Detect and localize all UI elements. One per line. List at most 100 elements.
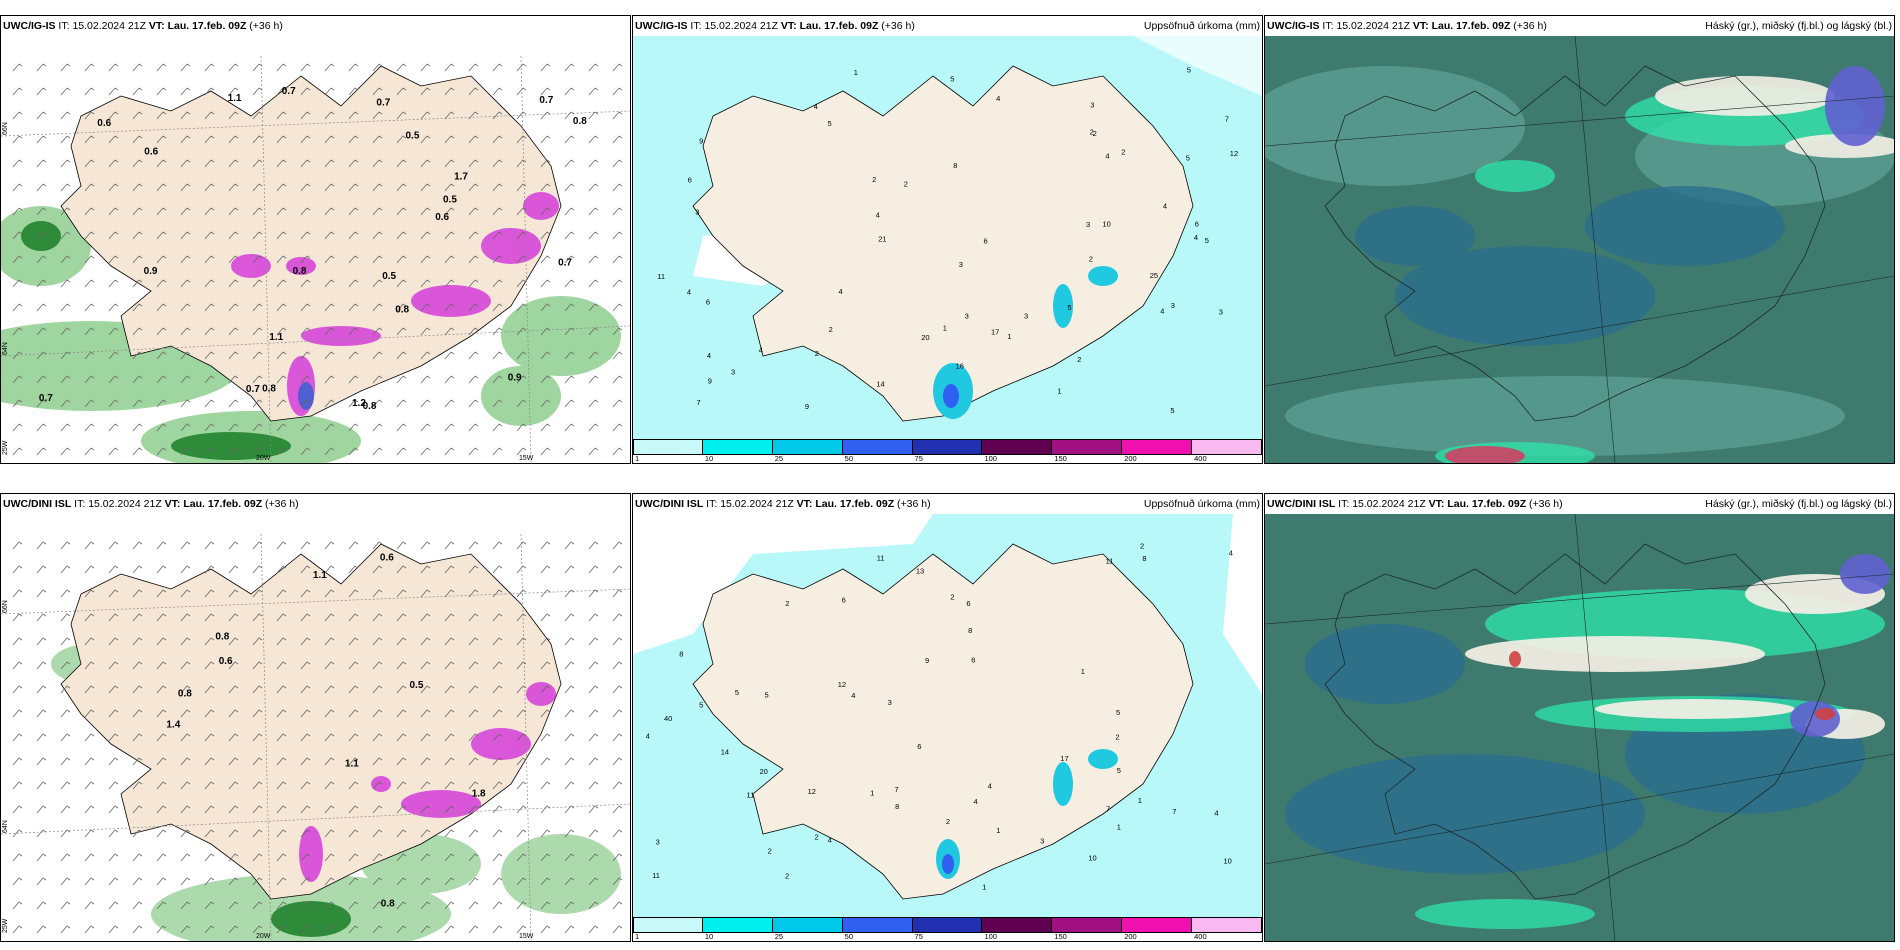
wind-barb bbox=[204, 375, 215, 384]
wind-barb bbox=[564, 111, 575, 120]
colorbar-tick-label: 100 bbox=[984, 932, 997, 941]
wind-barb bbox=[372, 805, 383, 814]
wind-barb bbox=[36, 853, 47, 862]
wind-barb bbox=[276, 613, 287, 622]
value-label: 0.5 bbox=[406, 131, 420, 142]
wind-barb bbox=[420, 279, 431, 288]
value-label: 0.8 bbox=[573, 116, 587, 127]
wind-barb bbox=[540, 901, 551, 910]
wind-barb bbox=[180, 255, 191, 264]
lon-label: 25W bbox=[2, 440, 9, 455]
wind-barb bbox=[588, 255, 599, 264]
wind-barb bbox=[60, 589, 71, 598]
precip-colorbar: 1 10 25 50 75 100 150 200 400 bbox=[633, 439, 1262, 463]
it-label: IT: bbox=[1322, 20, 1334, 32]
wind-barb bbox=[108, 375, 119, 384]
wind-barb bbox=[204, 423, 215, 432]
wind-barb bbox=[372, 829, 383, 838]
wind-barb bbox=[108, 327, 119, 336]
wind-barb bbox=[516, 375, 527, 384]
wind-barb bbox=[204, 111, 215, 120]
wind-barb bbox=[540, 375, 551, 384]
wind-barb bbox=[108, 805, 119, 814]
wind-barb bbox=[276, 159, 287, 168]
wind-barb bbox=[396, 327, 407, 336]
wind-barb bbox=[372, 637, 383, 646]
wind-barb bbox=[276, 375, 287, 384]
wind-barb bbox=[444, 589, 455, 598]
wind-barb bbox=[276, 399, 287, 408]
wind-barb bbox=[420, 231, 431, 240]
wind-barb bbox=[252, 279, 263, 288]
wind-barb bbox=[324, 399, 335, 408]
value-label: 12 bbox=[838, 680, 846, 689]
wind-barb bbox=[468, 829, 479, 838]
wind-barb bbox=[444, 303, 455, 312]
wind-barb bbox=[468, 399, 479, 408]
wind-barb bbox=[516, 63, 527, 72]
wind-barb bbox=[348, 853, 359, 862]
wind-barb bbox=[252, 901, 263, 910]
wind-barb bbox=[180, 135, 191, 144]
wind-barb bbox=[468, 87, 479, 96]
wind-barb bbox=[444, 757, 455, 766]
lon-label: 25W bbox=[2, 918, 9, 933]
wind-barb bbox=[84, 757, 95, 766]
value-label: 4 bbox=[1229, 549, 1233, 558]
wind-barb bbox=[276, 757, 287, 766]
wind-barb bbox=[420, 207, 431, 216]
wind-barb bbox=[372, 183, 383, 192]
wind-barb bbox=[108, 255, 119, 264]
wind-barb bbox=[132, 901, 143, 910]
wind-barb bbox=[396, 925, 407, 934]
wind-barb bbox=[156, 589, 167, 598]
wind-barb bbox=[36, 279, 47, 288]
wind-barb bbox=[156, 447, 167, 456]
wind-barb bbox=[228, 733, 239, 742]
wind-barb bbox=[156, 805, 167, 814]
lead-time: (+36 h) bbox=[1513, 20, 1547, 32]
wind-barb bbox=[540, 279, 551, 288]
wind-barb bbox=[396, 447, 407, 456]
wind-barb bbox=[324, 685, 335, 694]
wind-barb bbox=[84, 709, 95, 718]
init-time: 15.02.2024 21Z bbox=[72, 20, 146, 32]
wind-barb bbox=[540, 613, 551, 622]
value-label: 8 bbox=[895, 802, 899, 811]
wind-barb bbox=[156, 685, 167, 694]
wind-barb bbox=[516, 447, 527, 456]
value-label: 0.9 bbox=[144, 266, 158, 277]
wind-barb bbox=[444, 781, 455, 790]
wind-barb bbox=[468, 637, 479, 646]
wind-barb bbox=[300, 685, 311, 694]
value-label: 13 bbox=[916, 567, 924, 576]
wind-barb bbox=[180, 901, 191, 910]
wind-barb bbox=[564, 685, 575, 694]
wind-barb bbox=[612, 733, 623, 742]
wind-barb bbox=[180, 447, 191, 456]
wind-barb bbox=[300, 805, 311, 814]
wind-barb bbox=[564, 231, 575, 240]
wind-barb bbox=[468, 901, 479, 910]
wind-barb bbox=[108, 709, 119, 718]
wind-barb bbox=[204, 901, 215, 910]
wind-barb bbox=[204, 757, 215, 766]
value-label: 11 bbox=[652, 871, 660, 880]
value-label: 9 bbox=[925, 656, 929, 665]
wind-barb bbox=[372, 135, 383, 144]
wind-barb bbox=[444, 733, 455, 742]
wind-barb bbox=[420, 853, 431, 862]
wind-barb bbox=[228, 709, 239, 718]
wind-barb bbox=[612, 279, 623, 288]
colorbar-swatch bbox=[702, 439, 773, 455]
wind-barb bbox=[60, 231, 71, 240]
wind-barb bbox=[612, 423, 623, 432]
wind-barb bbox=[588, 87, 599, 96]
wind-barb bbox=[60, 565, 71, 574]
wind-barb bbox=[276, 685, 287, 694]
wind-barb bbox=[156, 709, 167, 718]
wind-barb bbox=[348, 159, 359, 168]
wind-barb bbox=[516, 399, 527, 408]
wind-barb bbox=[492, 901, 503, 910]
value-label: 14 bbox=[876, 380, 884, 389]
